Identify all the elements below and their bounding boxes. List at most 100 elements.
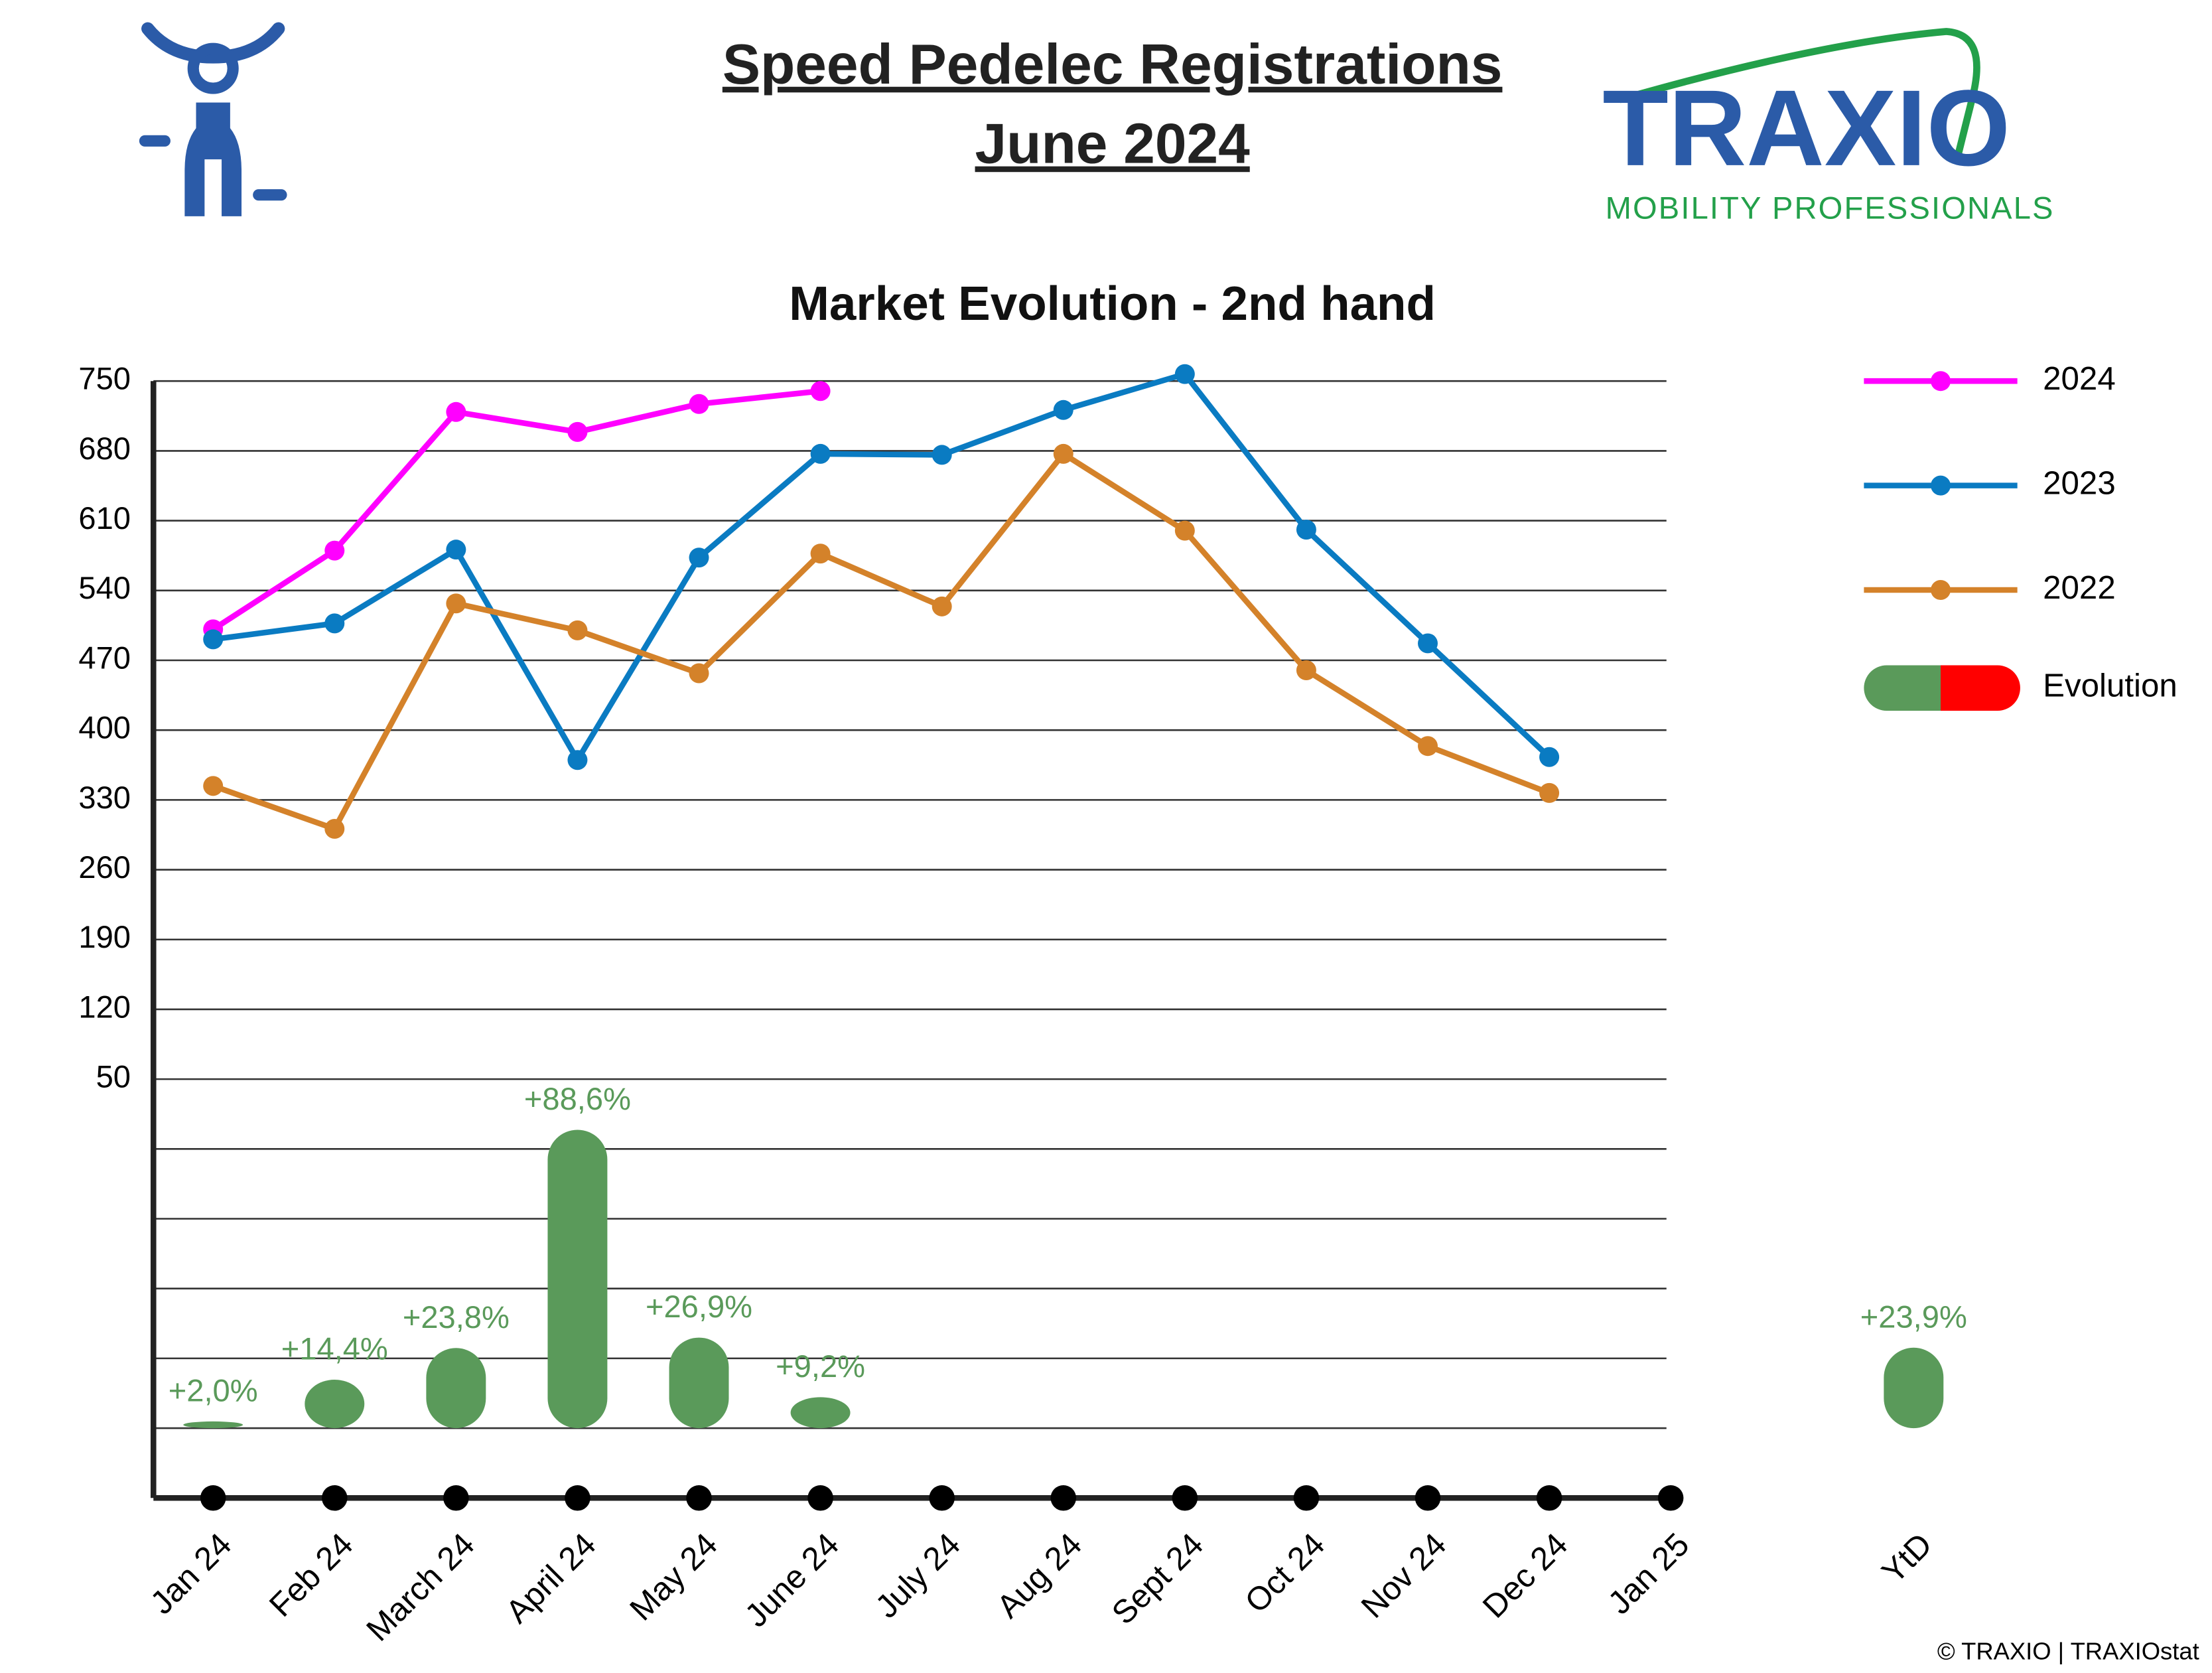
series-point	[203, 776, 224, 796]
series-line	[211, 388, 821, 632]
chart-title: Market Evolution - 2nd hand	[789, 277, 1436, 330]
legend-evolution-pos	[1864, 665, 1964, 711]
x-tick-dot	[443, 1485, 469, 1511]
evolution-bar	[426, 1348, 486, 1429]
series-point	[203, 629, 224, 650]
logo-tagline: MOBILITY PROFESSIONALS	[1606, 190, 2055, 226]
y-tick-label: 260	[78, 849, 131, 885]
series-point	[324, 613, 345, 634]
x-tick-dot	[1657, 1485, 1684, 1511]
legend-dot	[1931, 371, 1951, 392]
evolution-label: +23,9%	[1860, 1299, 1967, 1334]
y-tick-label: 190	[78, 919, 131, 954]
y-tick-label: 610	[78, 500, 131, 536]
series-point	[689, 394, 709, 414]
evolution-bar	[669, 1337, 729, 1429]
y-tick-label: 50	[96, 1059, 131, 1094]
series-point	[446, 401, 466, 422]
x-tick-label: March 24	[360, 1526, 482, 1648]
logo-name: TRAXIO	[1602, 68, 2010, 188]
legend-evolution-neg	[1941, 665, 1969, 711]
x-tick-label: YtD	[1875, 1526, 1939, 1591]
legend-label: Evolution	[2043, 668, 2177, 704]
series-point	[810, 443, 831, 464]
x-tick-dot	[1050, 1485, 1077, 1511]
x-tick-label: Feb 24	[262, 1526, 360, 1624]
x-tick-dot	[200, 1485, 226, 1511]
evolution-label: +23,8%	[403, 1299, 510, 1335]
legend-label: 2023	[2043, 465, 2116, 502]
evolution-bar	[305, 1380, 365, 1429]
series-point	[1053, 443, 1073, 464]
series-point	[1053, 400, 1073, 420]
footer: © TRAXIO | TRAXIOstat	[1937, 1637, 2199, 1664]
y-tick-label: 470	[78, 640, 131, 675]
legend-dot	[1931, 579, 1951, 600]
x-tick-label: May 24	[623, 1526, 725, 1628]
series-point	[446, 540, 466, 560]
x-tick-label: June 24	[738, 1526, 846, 1635]
x-tick-label: Sept 24	[1105, 1526, 1210, 1632]
series-point	[932, 596, 952, 617]
icon	[139, 22, 287, 216]
evolution-label: +9,2%	[776, 1348, 865, 1384]
series-point	[1418, 736, 1438, 757]
x-tick-dot	[565, 1485, 590, 1511]
legend-dot	[1931, 475, 1951, 496]
series-point	[689, 663, 709, 684]
y-tick-label: 400	[78, 710, 131, 745]
series-point	[1174, 364, 1195, 384]
series-point	[932, 445, 952, 465]
evolution-bar	[547, 1129, 608, 1429]
x-tick-dot	[807, 1485, 833, 1511]
y-tick-label: 120	[78, 989, 131, 1024]
series-point	[446, 593, 466, 614]
series-point	[689, 547, 709, 568]
y-tick-label: 330	[78, 780, 131, 815]
y-tick-label: 680	[78, 431, 131, 466]
x-tick-label: Nov 24	[1354, 1526, 1453, 1625]
legend-label: 2022	[2043, 569, 2116, 606]
series-point	[567, 750, 588, 770]
series-line	[212, 451, 1551, 832]
series-point	[567, 620, 588, 640]
x-tick-dot	[686, 1485, 712, 1511]
series-point	[1174, 520, 1195, 541]
evolution-label: +14,4%	[281, 1331, 388, 1366]
series-point	[1296, 520, 1316, 540]
x-tick-label: July 24	[868, 1526, 967, 1625]
legend-label: 2024	[2043, 360, 2116, 397]
series-point	[1418, 633, 1438, 654]
evolution-bar	[1884, 1347, 1944, 1429]
series-point	[324, 540, 345, 561]
series-point	[1296, 660, 1316, 680]
logo-swoosh	[1618, 28, 1980, 158]
x-tick-dot	[322, 1485, 348, 1511]
page-subtitle: June 2024	[975, 112, 1251, 176]
series-point	[810, 381, 831, 401]
x-tick-dot	[1415, 1485, 1441, 1511]
x-tick-dot	[1172, 1485, 1198, 1511]
series-point	[810, 544, 831, 564]
series-line	[212, 371, 1552, 763]
x-tick-label: April 24	[499, 1526, 603, 1631]
x-tick-label: Aug 24	[990, 1526, 1089, 1625]
evolution-bar	[790, 1397, 851, 1429]
x-tick-dot	[1293, 1485, 1320, 1511]
page-title: Speed Pedelec Registrations	[723, 33, 1503, 96]
x-tick-label: Jan 24	[143, 1526, 238, 1621]
evolution-label: +2,0%	[169, 1373, 258, 1408]
x-tick-label: Jan 25	[1601, 1526, 1696, 1621]
series-point	[567, 421, 588, 442]
y-tick-label: 540	[78, 570, 131, 605]
y-tick-label: 750	[78, 361, 131, 396]
x-tick-label: Oct 24	[1238, 1526, 1332, 1620]
series-point	[1539, 782, 1560, 803]
x-tick-dot	[1536, 1485, 1562, 1511]
x-tick-label: Dec 24	[1476, 1526, 1574, 1625]
evolution-label: +26,9%	[646, 1289, 752, 1324]
series-point	[324, 818, 345, 839]
x-tick-dot	[929, 1485, 955, 1511]
